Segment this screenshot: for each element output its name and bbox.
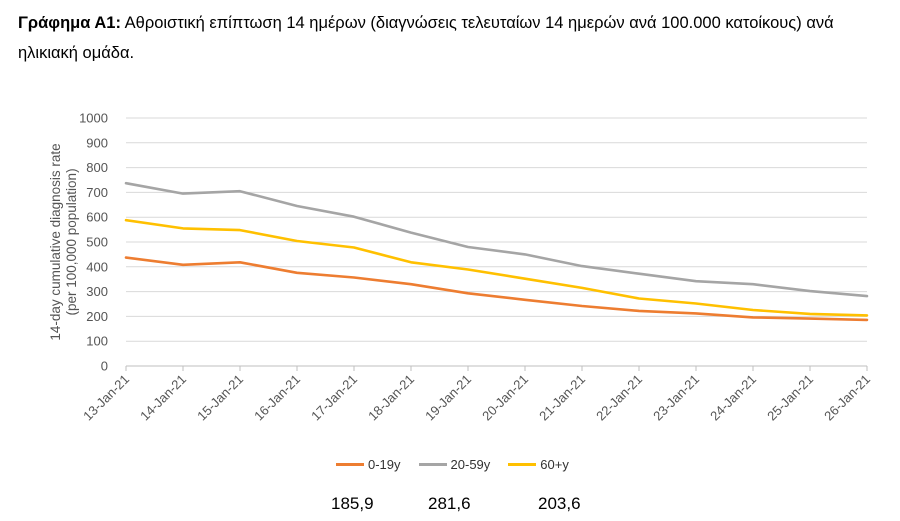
legend-item-60+y: 60+y: [508, 457, 569, 472]
caption-text: Αθροιστική επίπτωση 14 ημέρων (διαγνώσει…: [18, 14, 834, 62]
series-line-20-59y: [124, 181, 869, 298]
x-tick-label: 26-Jan-21: [821, 372, 873, 424]
x-tick-labels: 13-Jan-21 14-Jan-21 15-Jan-21 16-Jan-21 17-J…: [80, 366, 873, 424]
y-axis-label: 14-day cumulative diagnosis rate(per 100…: [48, 143, 79, 340]
y-tick-label: 0: [101, 359, 108, 374]
series-line-60+y: [124, 218, 869, 317]
y-axis-label-line: (per 100,000 population): [64, 168, 79, 315]
legend-item-20-59y: 20-59y: [418, 457, 491, 472]
figure-caption: Γράφημα Α1: Αθροιστική επίπτωση 14 ημέρω…: [18, 8, 886, 68]
x-tick-label: 19-Jan-21: [422, 372, 474, 424]
x-tick-label: 24-Jan-21: [707, 372, 759, 424]
y-tick-label: 500: [86, 235, 108, 250]
y-tick-label: 1000: [79, 111, 108, 126]
y-tick-label: 300: [86, 284, 108, 299]
x-tick-label: 20-Jan-21: [479, 372, 531, 424]
legend-label: 60+y: [540, 457, 569, 472]
grid-lines: [126, 117, 867, 367]
legend: 0-19y 20-59y 60+y: [336, 457, 569, 472]
final-value-60plus: 203,6: [538, 494, 581, 513]
x-tick-label: 18-Jan-21: [365, 372, 417, 424]
legend-swatch: [336, 463, 364, 466]
y-tick-label: 600: [86, 210, 108, 225]
y-tick-label: 200: [86, 309, 108, 324]
final-value-0-19y: 185,9: [331, 494, 374, 513]
series-line-0-19y: [124, 256, 869, 322]
y-axis-label-line: 14-day cumulative diagnosis rate: [48, 143, 63, 340]
legend-swatch: [508, 463, 537, 466]
y-tick-label: 900: [86, 135, 108, 150]
y-tick-label: 800: [86, 160, 108, 175]
x-tick-label: 25-Jan-21: [764, 372, 816, 424]
legend-item-0-19y: 0-19y: [336, 457, 401, 472]
x-tick-label: 21-Jan-21: [536, 372, 588, 424]
series-lines: [124, 181, 869, 322]
x-tick-label: 22-Jan-21: [593, 372, 645, 424]
x-tick-label: 16-Jan-21: [251, 372, 303, 424]
x-tick-label: 17-Jan-21: [308, 372, 360, 424]
x-tick-label: 15-Jan-21: [194, 372, 246, 424]
x-tick-label: 14-Jan-21: [137, 372, 189, 424]
y-tick-label: 700: [86, 185, 108, 200]
x-tick-label: 23-Jan-21: [650, 372, 702, 424]
y-tick-label: 400: [86, 259, 108, 274]
y-tick-label: 100: [86, 334, 108, 349]
legend-label: 0-19y: [368, 457, 401, 472]
x-tick-label: 13-Jan-21: [80, 372, 132, 424]
y-tick-labels: 0 100 200 300 400 500 600 700 800 900 1000: [79, 111, 108, 374]
legend-swatch: [418, 463, 447, 466]
final-value-20-59y: 281,6: [428, 494, 471, 513]
caption-prefix: Γράφημα Α1:: [18, 14, 121, 32]
legend-label: 20-59y: [450, 457, 491, 472]
